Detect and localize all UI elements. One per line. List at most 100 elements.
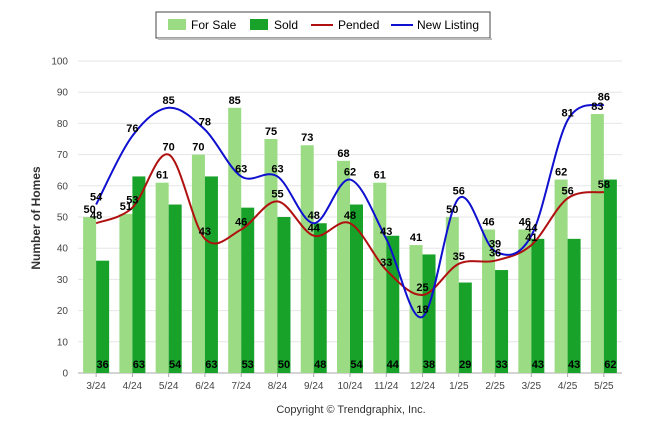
bar-for-sale	[373, 182, 387, 373]
data-label-new-listing: 56	[453, 185, 465, 197]
legend-swatch-for-sale	[168, 19, 186, 30]
legend-shadow	[158, 38, 492, 40]
bar-for-sale	[155, 182, 169, 373]
lines	[95, 103, 605, 319]
bar-sold	[495, 270, 509, 373]
data-label-for-sale: 68	[337, 148, 349, 160]
x-tick-label: 4/24	[123, 381, 143, 392]
data-label-sold: 63	[133, 359, 145, 371]
data-label-new-listing: 76	[126, 123, 138, 135]
bar-sold	[96, 260, 110, 373]
bar-sold	[277, 217, 291, 373]
data-label-pended: 36	[489, 248, 501, 260]
x-tick-label: 11/24	[374, 381, 399, 392]
data-label-sold: 36	[97, 359, 109, 371]
data-label-for-sale: 46	[482, 216, 494, 228]
data-label-sold: 44	[387, 359, 400, 371]
bar-for-sale	[445, 217, 459, 373]
bar-sold	[204, 176, 218, 373]
y-tick-label: 70	[57, 150, 69, 161]
bar-sold	[531, 238, 545, 373]
x-tick-label: 6/24	[195, 381, 215, 392]
data-label-new-listing: 86	[598, 92, 610, 104]
bar-for-sale	[590, 114, 604, 373]
data-label-new-listing: 78	[199, 117, 211, 129]
data-label-sold: 48	[314, 359, 326, 371]
data-label-new-listing: 63	[271, 163, 283, 175]
data-label-for-sale: 61	[156, 170, 168, 182]
bar-for-sale	[518, 229, 532, 373]
x-tick-label: 5/24	[159, 381, 179, 392]
data-label-pended: 41	[525, 232, 537, 244]
y-tick-label: 30	[57, 275, 69, 286]
bar-for-sale	[337, 160, 350, 373]
data-label-for-sale: 46	[519, 216, 531, 228]
data-label-sold: 29	[459, 359, 471, 371]
data-label-new-listing: 81	[561, 107, 573, 119]
data-label-sold: 38	[423, 359, 435, 371]
y-tick-label: 100	[51, 57, 68, 68]
data-label-pended: 48	[90, 210, 102, 222]
data-label-new-listing: 85	[163, 95, 175, 107]
line-new-listing	[95, 103, 605, 319]
data-label-sold: 53	[242, 359, 254, 371]
data-label-new-listing: 43	[380, 226, 392, 238]
y-tick-label: 80	[57, 119, 69, 130]
data-label-pended: 53	[126, 195, 138, 207]
data-label-for-sale: 51	[120, 201, 132, 213]
data-label-for-sale: 62	[555, 167, 567, 179]
data-label-sold: 54	[169, 359, 182, 371]
data-label-pended: 35	[453, 251, 465, 263]
bar-sold	[313, 223, 327, 373]
bar-sold	[458, 282, 472, 373]
bar-for-sale	[264, 139, 278, 373]
data-label-sold: 63	[205, 359, 217, 371]
data-label-new-listing: 48	[308, 210, 320, 222]
data-label-for-sale: 41	[410, 232, 422, 244]
y-tick-label: 40	[57, 244, 69, 255]
data-label-pended: 56	[561, 185, 573, 197]
bars	[83, 107, 617, 374]
bar-sold	[132, 176, 146, 373]
legend-label-new-listing: New Listing	[417, 18, 479, 32]
y-tick-label: 0	[62, 369, 68, 380]
data-label-for-sale: 50	[446, 204, 458, 216]
bar-for-sale	[228, 107, 242, 374]
x-tick-label: 9/24	[304, 381, 324, 392]
data-label-for-sale: 85	[229, 95, 241, 107]
y-tick-label: 50	[57, 213, 69, 224]
bar-sold	[422, 254, 436, 373]
line-pended	[95, 153, 605, 297]
data-label-pended: 58	[598, 179, 610, 191]
bar-sold	[386, 235, 400, 373]
bar-for-sale	[482, 229, 496, 373]
data-label-sold: 50	[278, 359, 290, 371]
x-tick-label: 2/25	[485, 381, 505, 392]
x-tick-label: 3/25	[522, 381, 542, 392]
data-label-sold: 33	[495, 359, 507, 371]
data-label-new-listing: 44	[525, 223, 538, 235]
data-label-for-sale: 61	[374, 170, 386, 182]
x-tick-label: 1/25	[449, 381, 469, 392]
y-tick-label: 20	[57, 306, 69, 317]
x-tick-label: 7/24	[231, 381, 251, 392]
x-tick-label: 4/25	[558, 381, 578, 392]
data-label-for-sale: 83	[591, 101, 603, 113]
bar-sold	[350, 204, 363, 373]
data-label-sold: 54	[350, 359, 363, 371]
data-label-new-listing: 63	[235, 163, 247, 175]
x-tick-label: 8/24	[268, 381, 288, 392]
bar-sold	[241, 207, 255, 373]
data-label-sold: 43	[568, 359, 580, 371]
x-tick-label: 10/24	[337, 381, 362, 392]
data-label-for-sale: 50	[84, 204, 96, 216]
copyright-footer: Copyright © Trendgraphix, Inc.	[276, 404, 425, 416]
bar-sold	[567, 238, 581, 373]
legend-label-for-sale: For Sale	[191, 18, 237, 32]
y-tick-label: 60	[57, 181, 69, 192]
x-tick-label: 5/25	[594, 381, 614, 392]
data-label-new-listing: 39	[489, 238, 501, 250]
bar-for-sale	[300, 145, 314, 373]
data-label-pended: 25	[416, 282, 428, 294]
